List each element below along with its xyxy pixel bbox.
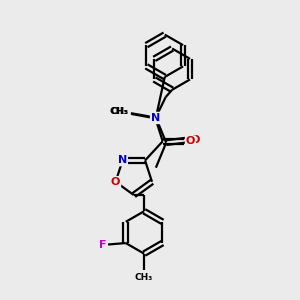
- Text: O: O: [111, 177, 120, 187]
- Text: O: O: [191, 135, 200, 145]
- Text: N: N: [151, 113, 160, 123]
- Text: CH₃: CH₃: [135, 273, 153, 282]
- Text: CH₃: CH₃: [109, 107, 127, 116]
- Text: N: N: [118, 155, 127, 165]
- Text: N: N: [151, 112, 160, 123]
- Text: F: F: [99, 239, 106, 250]
- Text: O: O: [186, 136, 195, 146]
- Text: CH₃: CH₃: [110, 107, 128, 116]
